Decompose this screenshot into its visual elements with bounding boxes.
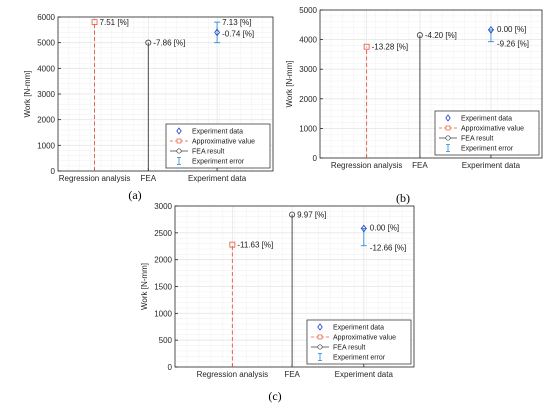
experiment-label: 0.00 [%]: [370, 224, 399, 233]
x-tick-label: Experiment data: [462, 161, 521, 170]
approximative-label: -13.28 [%]: [372, 43, 408, 52]
x-tick-label: Regression analysis: [331, 161, 403, 170]
y-tick-label: 1000: [37, 141, 55, 150]
experiment-marker: [488, 25, 494, 34]
legend-symbol-experiment: [317, 323, 323, 331]
approximative-marker: [363, 43, 370, 50]
legend-label: FEA result: [333, 345, 365, 352]
panel-label-b: (b): [396, 191, 410, 205]
experiment-error-label: 7.13 [%]: [222, 18, 251, 27]
y-axis-label: Work [N-mm]: [140, 263, 149, 310]
legend-label: Experiment data: [461, 116, 512, 123]
y-tick-label: 3000: [154, 202, 172, 211]
legend-label: Approximative value: [192, 139, 255, 146]
y-axis-label: Work [N-mm]: [285, 61, 294, 108]
fea-label: -4.20 [%]: [425, 31, 457, 40]
legend-label: Experiment error: [333, 355, 386, 362]
chart-panel-a: 0 1000 2000 3000 4000 5000 6000 Regression anal…: [23, 13, 274, 183]
legend-label: Experiment error: [192, 159, 245, 166]
fea-marker: [289, 211, 296, 218]
approximative-label: 7.51 [%]: [100, 18, 129, 27]
x-tick-label: Regression analysis: [59, 174, 131, 183]
experiment-marker: [214, 28, 220, 37]
panel-label-a: (a): [128, 188, 142, 202]
legend-symbol-approximative: [317, 334, 323, 340]
y-tick-label: 5000: [37, 39, 55, 48]
y-tick-label: 3000: [37, 90, 55, 99]
y-tick-label: 500: [159, 336, 173, 345]
legend: Experiment data Approximative value FEA re…: [434, 110, 540, 156]
experiment-marker: [360, 224, 367, 233]
y-tick-label: 2000: [154, 256, 172, 265]
legend-label: Approximative value: [333, 335, 396, 342]
x-tick-label: Experiment data: [335, 370, 394, 379]
fea-marker: [145, 39, 152, 46]
legend-symbol-approximative: [445, 125, 451, 131]
legend: Experiment data Approximative value FEA re…: [165, 123, 271, 169]
approximative-label: -11.63 [%]: [237, 241, 273, 250]
experiment-error-label: -12.66 [%]: [370, 244, 406, 253]
y-tick-label: 0: [168, 363, 173, 372]
fea-label: 9.97 [%]: [297, 211, 326, 220]
legend-symbol-fea: [317, 344, 323, 350]
legend-symbol-experiment: [445, 114, 451, 122]
legend: Experiment data Approximative value FEA re…: [306, 319, 412, 365]
legend-box: [165, 123, 271, 169]
y-tick-label: 3000: [299, 65, 317, 74]
y-tick-label: 5000: [299, 6, 317, 15]
fea-label: -7.86 [%]: [153, 39, 185, 48]
y-tick-label: 4000: [37, 64, 55, 73]
legend-label: Experiment data: [192, 129, 243, 136]
approximative-marker: [229, 241, 236, 248]
legend-box: [306, 319, 412, 365]
legend-symbol-approximative: [176, 138, 182, 144]
y-tick-label: 4000: [299, 36, 317, 45]
x-tick-label: Regression analysis: [197, 370, 269, 379]
y-tick-label: 2000: [37, 116, 55, 125]
experiment-error-label: -9.26 [%]: [497, 40, 529, 49]
y-axis-label: Work [N-mm]: [23, 71, 32, 118]
legend-label: Experiment error: [461, 146, 514, 153]
legend-box: [434, 110, 540, 156]
panel-label-c: (c): [268, 389, 282, 403]
y-tick-label: 0: [313, 154, 318, 163]
y-tick-label: 1000: [154, 309, 172, 318]
fea-marker: [416, 32, 423, 39]
chart-panel-b: 0 1000 2000 3000 4000 5000 Regression analysis…: [285, 6, 543, 170]
x-tick-label: Experiment data: [188, 174, 247, 183]
experiment-label: 0.00 [%]: [497, 25, 526, 34]
x-tick-label: FEA: [141, 174, 157, 183]
y-tick-label: 2000: [299, 95, 317, 104]
legend-symbol-fea: [445, 135, 451, 141]
legend-label: Experiment data: [333, 325, 384, 332]
legend-label: FEA result: [461, 136, 493, 143]
chart-panel-c: 0 500 1000 1500 2000 2500 3000 Regression analy…: [140, 202, 415, 379]
legend-label: FEA result: [192, 149, 224, 156]
x-tick-label: FEA: [412, 161, 428, 170]
y-tick-label: 6000: [37, 13, 55, 22]
approximative-marker: [91, 19, 98, 26]
y-tick-label: 1500: [154, 283, 172, 292]
x-tick-label: FEA: [284, 370, 300, 379]
legend-symbol-fea: [176, 148, 182, 154]
experiment-label: -0.74 [%]: [222, 29, 254, 38]
y-tick-label: 0: [51, 167, 56, 176]
y-tick-label: 1000: [299, 124, 317, 133]
legend-label: Approximative value: [461, 126, 524, 133]
y-tick-label: 2500: [154, 229, 172, 238]
legend-symbol-experiment: [176, 127, 182, 135]
axes-box: [319, 9, 543, 159]
